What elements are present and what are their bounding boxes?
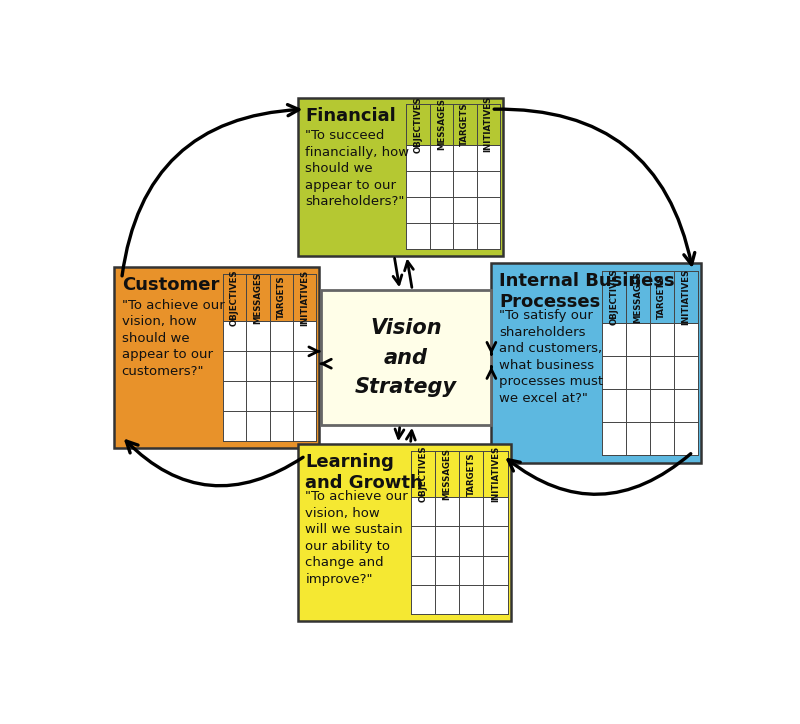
FancyArrowPatch shape (487, 366, 496, 379)
Text: Financial: Financial (306, 107, 396, 125)
Text: OBJECTIVES: OBJECTIVES (230, 269, 239, 326)
Bar (222, 321, 316, 441)
Text: Customer: Customer (122, 277, 219, 294)
FancyArrowPatch shape (487, 342, 496, 354)
Text: TARGETS: TARGETS (277, 276, 286, 319)
Text: TARGETS: TARGETS (466, 452, 476, 496)
Text: TARGETS: TARGETS (460, 103, 470, 146)
FancyArrowPatch shape (508, 454, 690, 494)
Text: INITIATIVES: INITIATIVES (491, 446, 500, 502)
Text: OBJECTIVES: OBJECTIVES (610, 269, 618, 325)
Text: "To succeed
financially, how
should we
appear to our
shareholders?": "To succeed financially, how should we a… (306, 129, 410, 208)
FancyArrowPatch shape (309, 347, 319, 355)
FancyArrowPatch shape (494, 109, 694, 264)
Bar (321, 290, 491, 425)
Text: INITIATIVES: INITIATIVES (484, 96, 493, 153)
Text: MESSAGES: MESSAGES (437, 98, 446, 151)
FancyArrowPatch shape (393, 258, 402, 285)
Bar (298, 444, 510, 621)
Text: INITIATIVES: INITIATIVES (300, 269, 309, 326)
Text: MESSAGES: MESSAGES (254, 272, 262, 324)
FancyArrowPatch shape (122, 104, 299, 276)
Text: TARGETS: TARGETS (658, 275, 666, 319)
Text: Internal Business
Processes: Internal Business Processes (499, 272, 674, 311)
Bar (406, 145, 500, 249)
Bar (410, 497, 508, 614)
Text: MESSAGES: MESSAGES (634, 271, 642, 323)
Bar (114, 267, 319, 448)
Text: OBJECTIVES: OBJECTIVES (414, 96, 422, 153)
Text: "To satisfy our
shareholders
and customers,
what business
processes must
we exce: "To satisfy our shareholders and custome… (499, 309, 603, 405)
Text: MESSAGES: MESSAGES (442, 448, 451, 500)
Bar (491, 264, 701, 463)
Bar (298, 98, 503, 256)
FancyArrowPatch shape (395, 428, 404, 438)
FancyArrowPatch shape (406, 431, 415, 442)
Text: Learning
and Growth: Learning and Growth (306, 453, 423, 492)
Text: Vision
and
Strategy: Vision and Strategy (355, 318, 457, 397)
FancyArrowPatch shape (321, 359, 331, 368)
Text: INITIATIVES: INITIATIVES (681, 269, 690, 325)
FancyArrowPatch shape (405, 261, 414, 287)
Bar (602, 323, 698, 455)
FancyArrowPatch shape (126, 441, 303, 486)
Text: OBJECTIVES: OBJECTIVES (418, 446, 427, 502)
Text: "To achieve our
vision, how
will we sustain
our ability to
change and
improve?": "To achieve our vision, how will we sust… (306, 490, 408, 586)
Text: "To achieve our
vision, how
should we
appear to our
customers?": "To achieve our vision, how should we ap… (122, 298, 225, 377)
